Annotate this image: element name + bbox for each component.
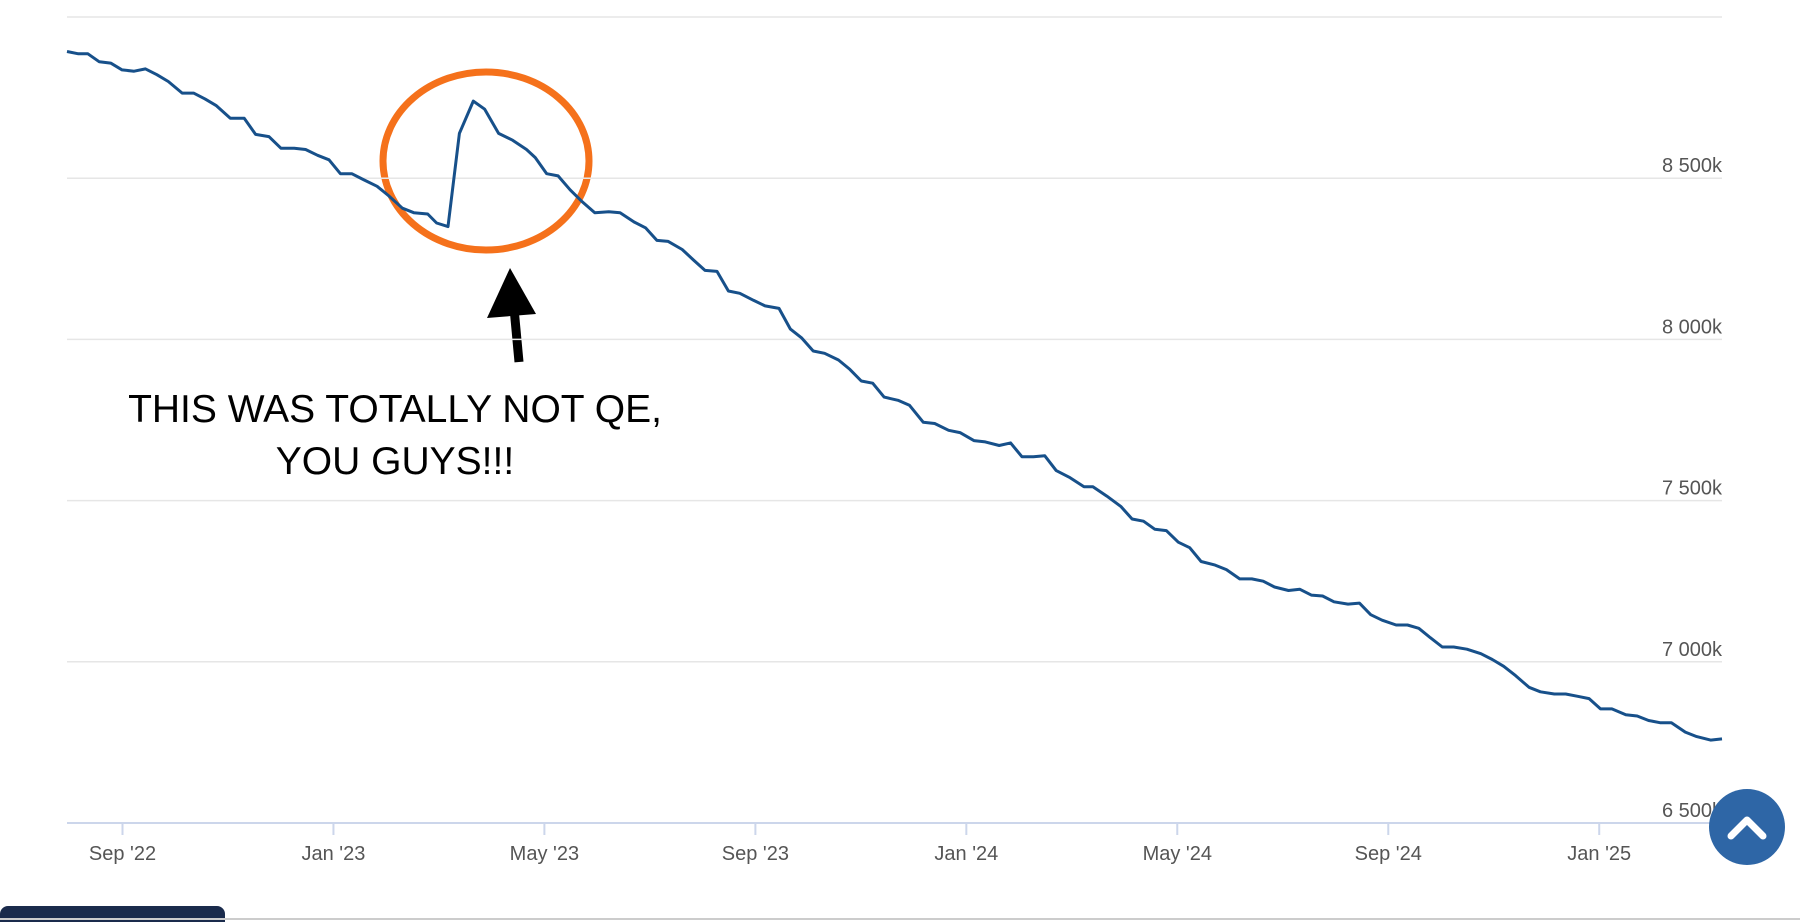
data-line xyxy=(66,50,1723,742)
y-tick-label: 7 000k xyxy=(1662,639,1723,661)
y-tick-label: 8 500k xyxy=(1662,155,1723,177)
x-tick-label: Sep '23 xyxy=(722,843,789,865)
x-tick-label: May '24 xyxy=(1143,843,1212,865)
y-tick-label: 8 000k xyxy=(1662,316,1723,338)
annotation: THIS WAS TOTALLY NOT QE, xyxy=(128,388,662,431)
y-tick-label: 7 500k xyxy=(1662,478,1723,500)
x-tick-label: Sep '24 xyxy=(1355,843,1422,865)
x-tick-label: Jan '25 xyxy=(1567,843,1631,865)
highlight-ellipse xyxy=(379,68,593,254)
x-tick-label: Sep '22 xyxy=(89,843,156,865)
arrow-head xyxy=(487,268,536,318)
y-tick-label: 6 500k xyxy=(1662,800,1723,822)
x-tick-label: Jan '23 xyxy=(302,843,366,865)
scroll-top-icon xyxy=(1727,816,1767,840)
scroll-top-button[interactable] xyxy=(1709,789,1785,865)
annotation: YOU GUYS!!! xyxy=(276,440,514,483)
arrow-shaft xyxy=(509,307,524,363)
x-tick-label: May '23 xyxy=(510,843,579,865)
x-tick-label: Jan '24 xyxy=(934,843,998,865)
